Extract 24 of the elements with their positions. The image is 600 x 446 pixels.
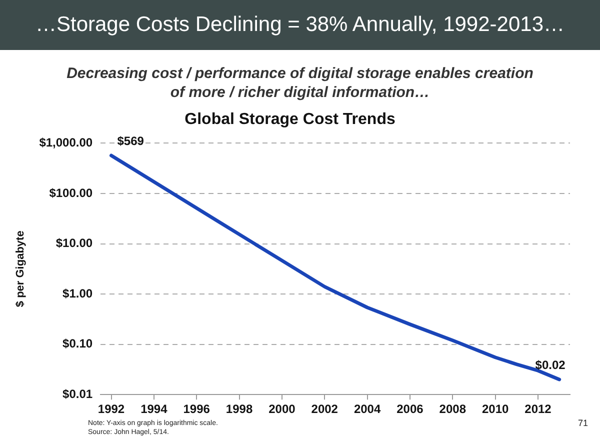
y-tick-label: $1,000.00 (39, 136, 93, 150)
x-tick-label: 1998 (226, 402, 253, 416)
y-tick-label: $0.01 (62, 386, 93, 401)
y-tick-label: $100.00 (49, 186, 93, 200)
data-label: $569 (117, 134, 144, 148)
text: …Storage Costs Declining = 38% Annually, 1992-2013… (0, 0, 600, 50)
x-tick-label: 1994 (140, 402, 168, 416)
chart-subtitle: Decreasing cost / performance of digital storage enables creation of more / richer digital information… (66, 64, 534, 102)
x-tick-label: 2012 (524, 402, 552, 416)
y-tick-label: $1.00 (62, 286, 93, 300)
chart-title: Global Storage Cost Trends (184, 111, 396, 128)
x-tick-label: 2000 (268, 402, 296, 416)
x-tick-label: 2008 (439, 402, 466, 416)
x-tick-label: 1992 (98, 402, 125, 416)
y-tick-label: $10.00 (56, 236, 93, 250)
x-tick-label: 1996 (183, 402, 210, 416)
y-axis-title: $ per Gigabyte (14, 230, 27, 308)
x-tick-label: 2010 (482, 402, 509, 416)
x-tick-label: 2002 (311, 402, 338, 416)
text: 71 (578, 418, 588, 428)
x-tick-label: 2006 (396, 402, 424, 416)
x-tick-label: 2004 (354, 402, 381, 416)
y-tick-label: $0.10 (62, 336, 93, 351)
data-label: $0.02 (535, 358, 566, 372)
